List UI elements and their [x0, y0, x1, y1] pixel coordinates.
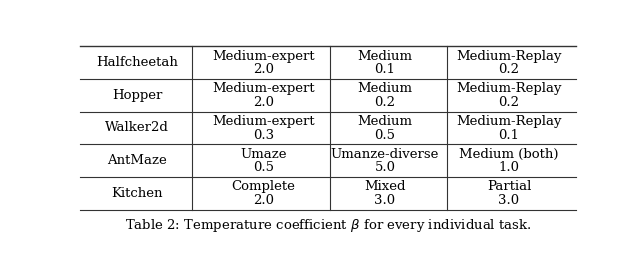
Text: 0.3: 0.3 — [253, 129, 274, 142]
Text: 2.0: 2.0 — [253, 63, 274, 76]
Text: 3.0: 3.0 — [374, 194, 396, 207]
Text: Kitchen: Kitchen — [111, 187, 163, 200]
Text: Medium (both): Medium (both) — [460, 148, 559, 160]
Text: Umanze-diverse: Umanze-diverse — [331, 148, 439, 160]
Text: 2.0: 2.0 — [253, 96, 274, 109]
Text: Complete: Complete — [232, 180, 296, 193]
Text: 5.0: 5.0 — [374, 161, 396, 174]
Text: 2.0: 2.0 — [253, 194, 274, 207]
Text: Medium: Medium — [358, 50, 413, 63]
Text: Walker2d: Walker2d — [105, 121, 169, 134]
Text: Halfcheetah: Halfcheetah — [96, 56, 178, 69]
Text: Medium-Replay: Medium-Replay — [456, 115, 562, 128]
Text: Medium-Replay: Medium-Replay — [456, 50, 562, 63]
Text: 0.1: 0.1 — [374, 63, 396, 76]
Text: Mixed: Mixed — [364, 180, 406, 193]
Text: Medium-expert: Medium-expert — [212, 50, 315, 63]
Text: Medium-expert: Medium-expert — [212, 82, 315, 95]
Text: AntMaze: AntMaze — [107, 154, 167, 167]
Text: 0.1: 0.1 — [499, 129, 520, 142]
Text: Medium: Medium — [358, 82, 413, 95]
Text: Partial: Partial — [487, 180, 531, 193]
Text: 0.2: 0.2 — [374, 96, 396, 109]
Text: Table 2: Temperature coefficient $\beta$ for every individual task.: Table 2: Temperature coefficient $\beta$… — [125, 217, 531, 234]
Text: 0.5: 0.5 — [253, 161, 274, 174]
Text: Medium: Medium — [358, 115, 413, 128]
Text: 0.5: 0.5 — [374, 129, 396, 142]
Text: 3.0: 3.0 — [499, 194, 520, 207]
Text: 0.2: 0.2 — [499, 63, 520, 76]
Text: Hopper: Hopper — [112, 89, 162, 102]
Text: Medium-expert: Medium-expert — [212, 115, 315, 128]
Text: 0.2: 0.2 — [499, 96, 520, 109]
Text: 1.0: 1.0 — [499, 161, 520, 174]
Text: Medium-Replay: Medium-Replay — [456, 82, 562, 95]
Text: Umaze: Umaze — [240, 148, 287, 160]
